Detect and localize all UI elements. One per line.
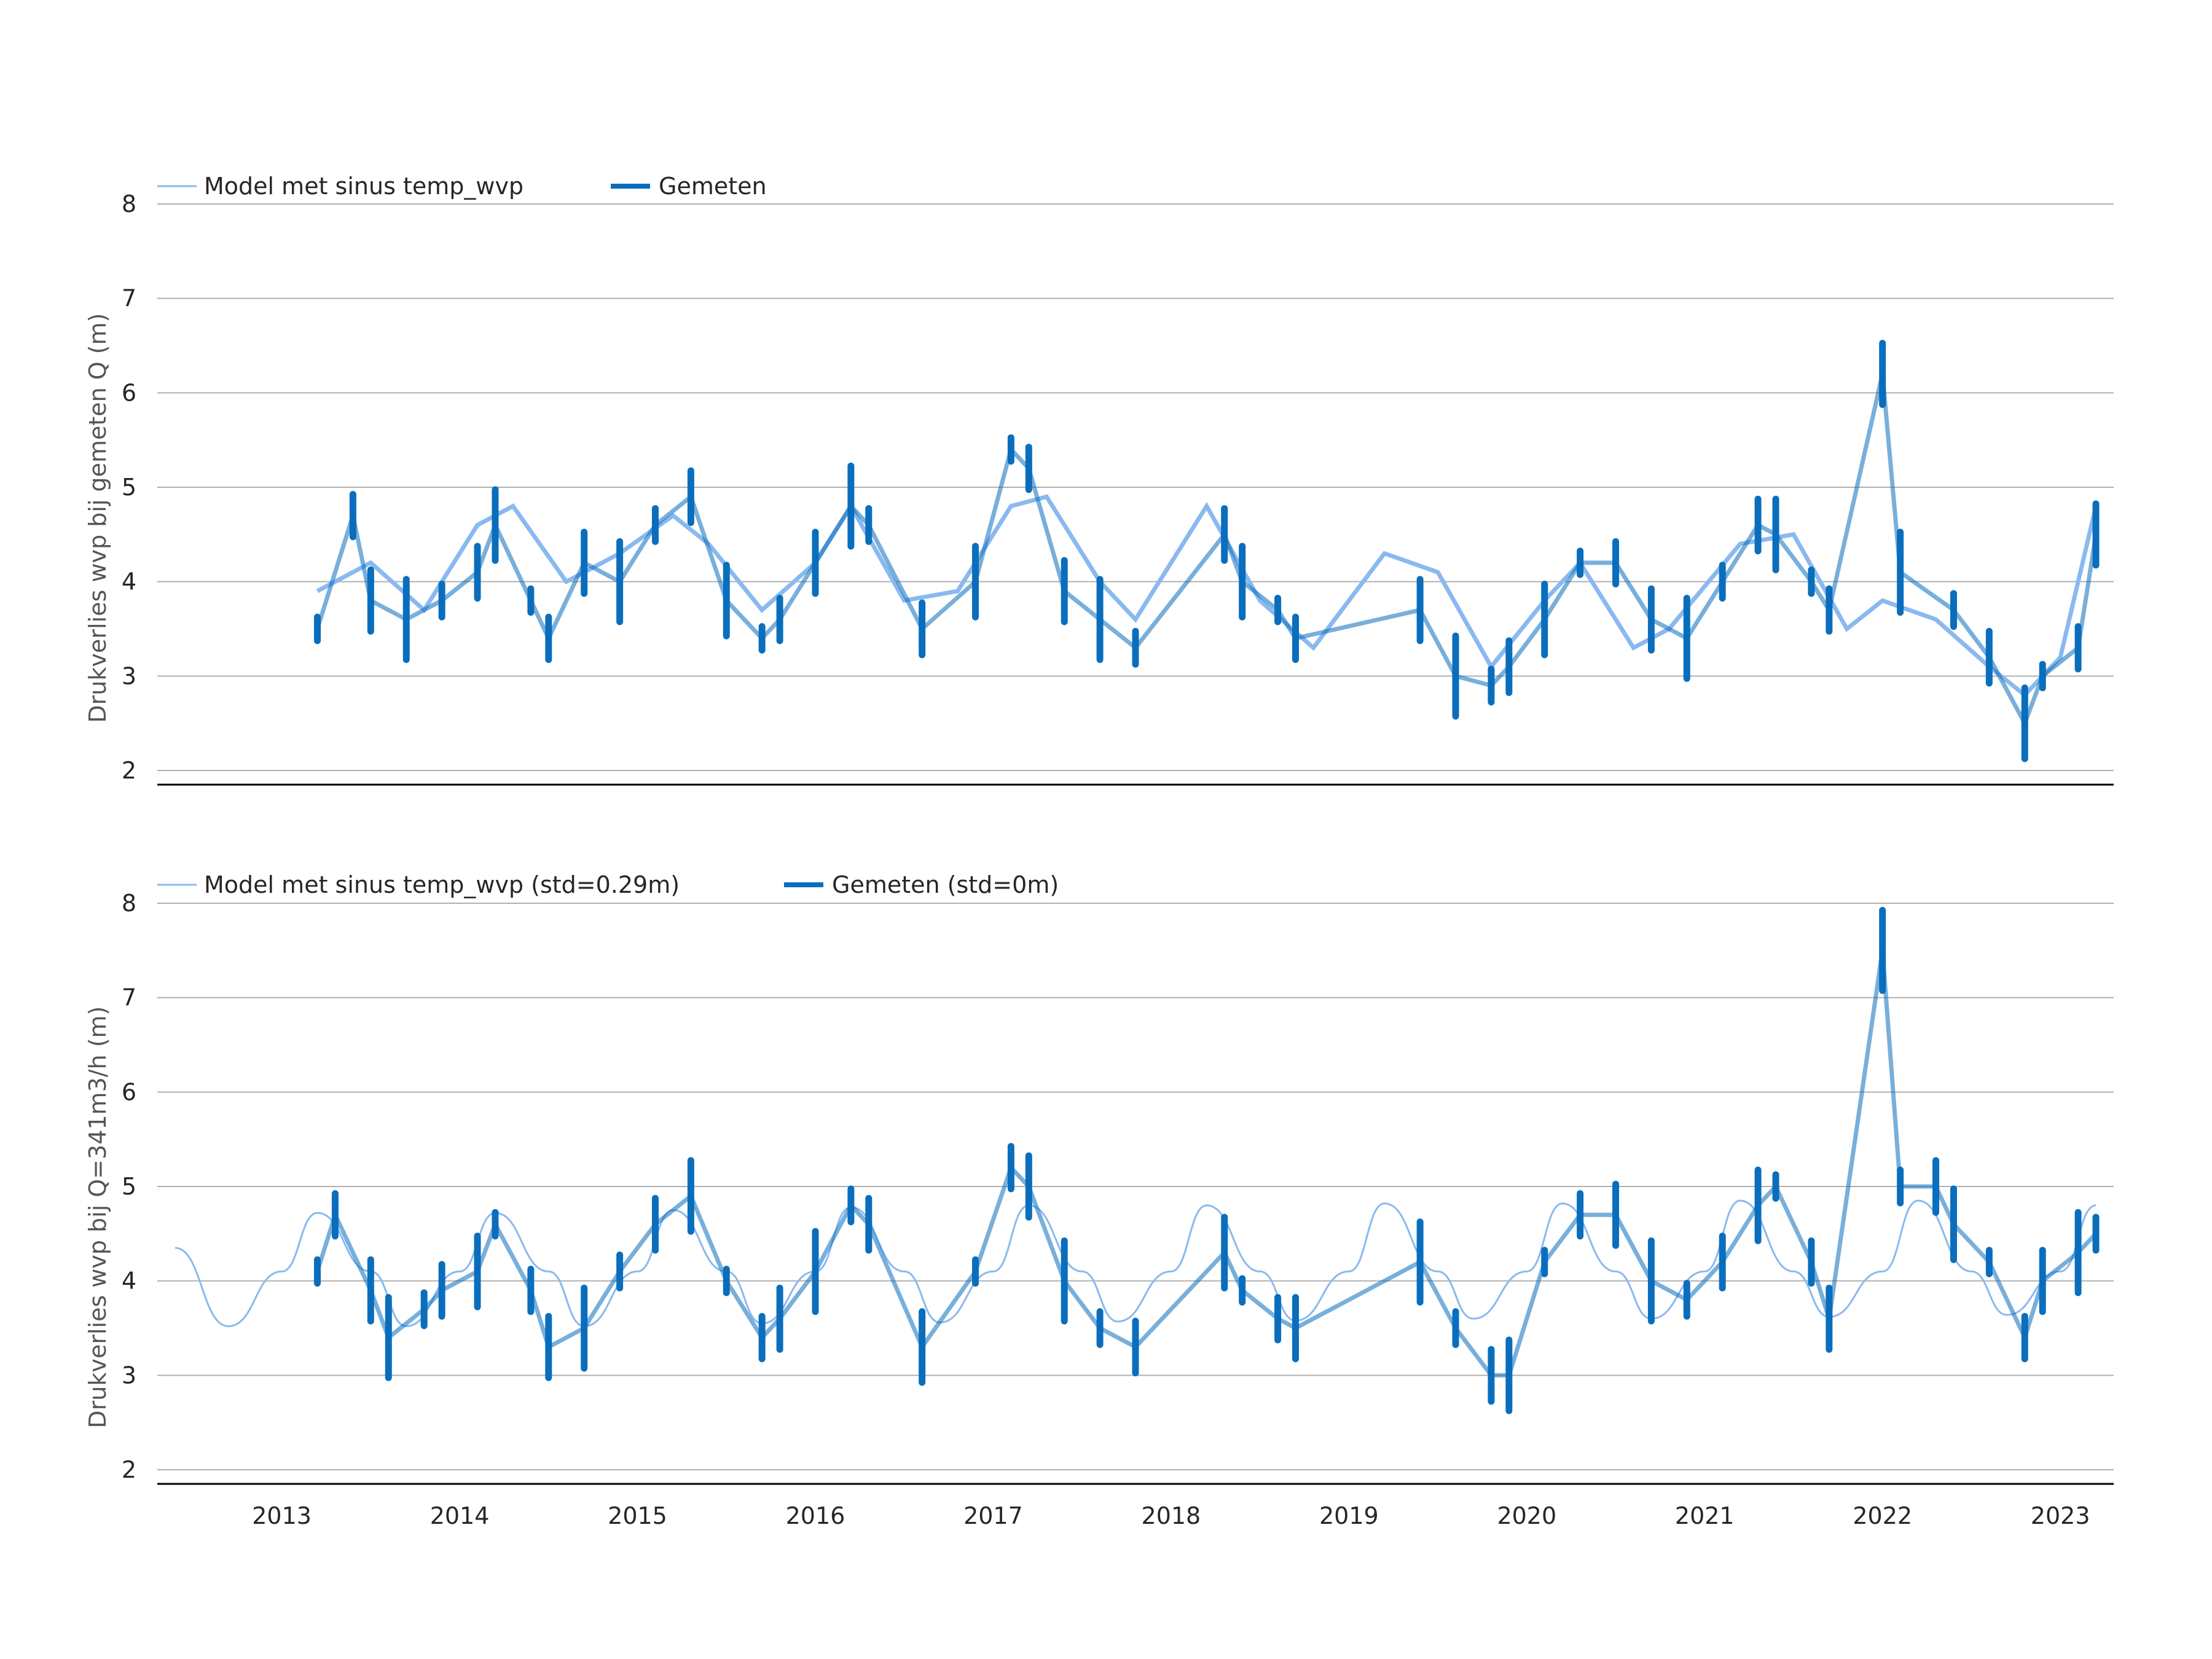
series-measured: [314, 340, 2100, 763]
x-tick-label: 2023: [2031, 1502, 2090, 1529]
series-line-measured: [315, 950, 2098, 1378]
y-tick-label: 5: [122, 474, 136, 501]
series-line-measured: [315, 373, 2098, 729]
legend-label-measured: Gemeten (std=0m): [832, 871, 1059, 898]
legend: Model met sinus temp_wvp (std=0.29m) Geme…: [157, 871, 1059, 898]
y-axis-label: Drukverlies wvp bij gemeten Q (m): [84, 313, 111, 723]
y-tick-label: 8: [122, 890, 136, 917]
x-tick-label: 2016: [786, 1502, 845, 1529]
x-tick-label: 2018: [1142, 1502, 1201, 1529]
y-tick-label: 4: [122, 1268, 136, 1295]
panel-bottom: 2 3 4 5 6 7 8 Drukverlies wvp bij Q=341m3/h (m)…: [84, 871, 2114, 1529]
y-tick-label: 2: [122, 757, 136, 784]
legend-label-measured: Gemeten: [659, 173, 767, 200]
y-tick-label: 4: [122, 568, 136, 595]
x-tick-label: 2020: [1497, 1502, 1556, 1529]
y-tick-label: 7: [122, 285, 136, 312]
x-tick-label: 2017: [963, 1502, 1023, 1529]
x-tick-label: 2015: [608, 1502, 667, 1529]
legend: Model met sinus temp_wvp Gemeten: [157, 173, 767, 200]
legend-label-model: Model met sinus temp_wvp (std=0.29m): [204, 871, 680, 898]
panel-top: 2 3 4 5 6 7 8 Drukverlies wvp bij gemeten Q (m)…: [84, 173, 2114, 786]
y-tick-label: 6: [122, 379, 136, 406]
series-measured: [314, 907, 2100, 1414]
y-tick-label: 3: [122, 1362, 136, 1389]
x-tick-label: 2022: [1853, 1502, 1912, 1529]
y-tick-label: 5: [122, 1173, 136, 1200]
x-tick-label: 2021: [1675, 1502, 1735, 1529]
x-tick-label: 2019: [1319, 1502, 1379, 1529]
series-line-model: [175, 1199, 2096, 1327]
x-tick-label: 2014: [430, 1502, 490, 1529]
y-tick-label: 6: [122, 1078, 136, 1105]
y-tick-label: 3: [122, 662, 136, 689]
legend-label-model: Model met sinus temp_wvp: [204, 173, 524, 200]
y-tick-label: 2: [122, 1456, 136, 1483]
y-axis-label: Drukverlies wvp bij Q=341m3/h (m): [84, 1006, 111, 1428]
x-tick-label: 2013: [252, 1502, 312, 1529]
y-tick-label: 7: [122, 984, 136, 1011]
y-tick-label: 8: [122, 190, 136, 218]
